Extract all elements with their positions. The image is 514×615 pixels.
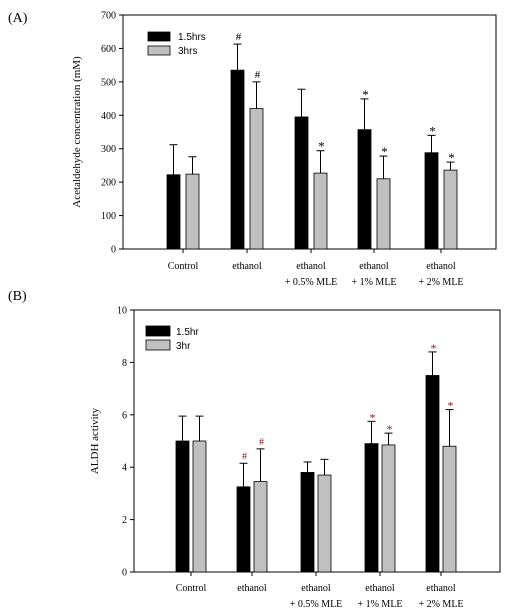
panel-a-significance-mark-s0-c1: # bbox=[236, 31, 242, 43]
panel-a-category-label-2: ethanol bbox=[296, 261, 326, 272]
panel-a-bar-s0-c1 bbox=[230, 69, 245, 250]
panel-a-category-label-3: ethanol bbox=[359, 261, 389, 272]
panel-b-significance-mark-s0-c1: # bbox=[242, 451, 247, 462]
panel-a-bar-s0-c3 bbox=[357, 129, 372, 250]
panel-b-legend-swatch-0 bbox=[145, 325, 171, 337]
panel-a-legend-swatch-0 bbox=[147, 31, 171, 42]
panel-a-bar-s0-c0 bbox=[166, 174, 181, 250]
panel-b-bar-s1-c4 bbox=[442, 445, 457, 573]
panel-b-significance-mark-s0-c3: * bbox=[370, 410, 376, 424]
panel-a-significance-mark-s1-c3: * bbox=[381, 144, 388, 159]
panel-a-ytick-label-3: 300 bbox=[101, 144, 116, 155]
panel-b-ytick-label-0: 0 bbox=[122, 568, 127, 579]
panel-b-bar-s0-c4 bbox=[425, 375, 440, 573]
panel-b-bar-s0-c3 bbox=[364, 443, 379, 573]
panel-a-significance-mark-s0-c4: * bbox=[429, 123, 436, 138]
panel-a-bar-s1-c2 bbox=[313, 172, 328, 250]
panel-b-category-sublabel-2: + 0.5% MLE bbox=[290, 599, 343, 610]
panel-b-category-label-1: ethanol bbox=[237, 583, 267, 594]
panel-b-plot-frame bbox=[133, 309, 501, 573]
panel-a-bar-s1-c0 bbox=[185, 173, 200, 250]
panel-b-bar-s1-c3 bbox=[381, 444, 396, 573]
panel-a-letter: (A) bbox=[8, 11, 28, 26]
panel-b-bar-s0-c2 bbox=[300, 472, 315, 573]
panel-a-bar-s1-c3 bbox=[376, 178, 391, 250]
panel-b-significance-mark-s0-c4: * bbox=[431, 341, 437, 355]
panel-a-bar-s1-c1 bbox=[249, 108, 264, 250]
panel-a-legend-label-0: 1.5hrs bbox=[178, 32, 206, 43]
panel-b-bar-s1-c2 bbox=[317, 474, 332, 573]
panel-a-ytick-label-2: 200 bbox=[101, 178, 116, 189]
panel-a-bar-s1-c4 bbox=[443, 169, 458, 250]
panel-a-category-label-0: Control bbox=[168, 261, 199, 272]
panel-a-significance-mark-s1-c2: * bbox=[318, 139, 325, 154]
panel-a-category-label-1: ethanol bbox=[232, 261, 262, 272]
panel-b-ytick-label-5: 10 bbox=[117, 306, 127, 317]
panel-a-bar-s0-c4 bbox=[424, 152, 439, 250]
panel-b-bar-s1-c1 bbox=[253, 481, 268, 573]
panel-b-bar-s1-c0 bbox=[192, 440, 207, 573]
panel-a-ytick-label-4: 400 bbox=[101, 111, 116, 122]
panel-b-y-axis-label: ALDH activity bbox=[89, 407, 101, 474]
panel-a-ytick-label-5: 500 bbox=[101, 77, 116, 88]
panel-a-category-sublabel-4: + 2% MLE bbox=[418, 277, 463, 288]
panel-a-significance-mark-s1-c1: # bbox=[255, 69, 261, 81]
panel-a-ytick-label-1: 100 bbox=[101, 211, 116, 222]
panel-b-significance-mark-s1-c1: # bbox=[259, 437, 264, 448]
panel-b-bar-s0-c1 bbox=[236, 486, 251, 573]
panel-a-category-sublabel-2: + 0.5% MLE bbox=[285, 277, 338, 288]
panel-b-category-sublabel-3: + 1% MLE bbox=[357, 599, 402, 610]
panel-a-bar-s0-c2 bbox=[294, 116, 309, 250]
panel-a-ytick-label-0: 0 bbox=[111, 245, 116, 256]
panel-b-category-label-3: ethanol bbox=[365, 583, 395, 594]
panel-a-legend-swatch-1 bbox=[147, 45, 171, 56]
panel-b-legend-label-1: 3hr bbox=[176, 341, 191, 352]
panel-b-category-label-4: ethanol bbox=[426, 583, 456, 594]
panel-a-category-sublabel-3: + 1% MLE bbox=[351, 277, 396, 288]
panel-a-ytick-label-7: 700 bbox=[101, 11, 116, 22]
panel-b-ytick-label-4: 8 bbox=[122, 358, 127, 369]
panel-b-legend-label-0: 1.5hr bbox=[176, 327, 199, 338]
panel-b-ytick-label-1: 2 bbox=[122, 515, 127, 526]
panel-a-legend-label-1: 3hrs bbox=[178, 46, 197, 57]
panel-b-category-label-0: Control bbox=[176, 583, 207, 594]
panel-b-significance-mark-s1-c3: * bbox=[387, 422, 393, 436]
panel-a-significance-mark-s0-c3: * bbox=[362, 87, 369, 102]
panel-b-letter: (B) bbox=[8, 289, 27, 304]
panel-a-significance-mark-s1-c4: * bbox=[448, 150, 455, 165]
panel-b-ytick-label-2: 4 bbox=[122, 463, 127, 474]
panel-b-category-label-2: ethanol bbox=[301, 583, 331, 594]
panel-b-category-sublabel-4: + 2% MLE bbox=[418, 599, 463, 610]
panel-b-bar-s0-c0 bbox=[175, 440, 190, 573]
panel-a-ytick-label-6: 600 bbox=[101, 44, 116, 55]
panel-b-legend-swatch-1 bbox=[145, 339, 171, 351]
panel-a-plot-frame bbox=[122, 14, 497, 250]
panel-a-y-axis-label: Acetaldehyde concentration (mM) bbox=[71, 56, 83, 208]
panel-b-significance-mark-s1-c4: * bbox=[448, 399, 454, 413]
panel-b-ytick-label-3: 6 bbox=[122, 410, 127, 421]
panel-a-category-label-4: ethanol bbox=[426, 261, 456, 272]
